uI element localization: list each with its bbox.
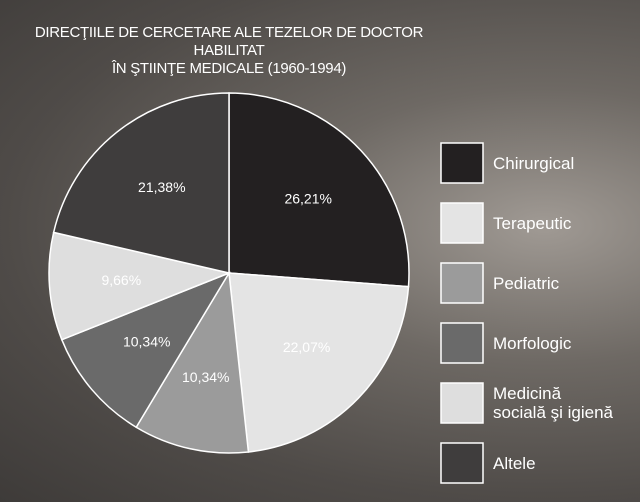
legend-swatch	[441, 263, 483, 303]
pie-slice	[229, 273, 408, 452]
legend-swatch	[441, 383, 483, 423]
slice-label: 9,66%	[101, 272, 141, 288]
slice-label: 26,21%	[284, 190, 331, 206]
chart-title: DIRECŢIILE DE CERCETARE ALE TEZELOR DE D…	[0, 24, 458, 78]
slice-label: 21,38%	[138, 179, 185, 195]
legend-swatch	[441, 323, 483, 363]
legend-label: Altele	[493, 454, 536, 473]
legend-label: Terapeutic	[493, 214, 571, 233]
legend-label: Pediatric	[493, 274, 559, 293]
slice-label: 10,34%	[182, 369, 229, 385]
legend-label: Medicină socială şi igienă	[493, 384, 613, 422]
legend-label: Morfologic	[493, 334, 571, 353]
legend-swatch	[441, 443, 483, 483]
page: 26,21% 22,07% 10,34% 10,34% 9,66% 21,38% DIRE…	[0, 0, 640, 502]
legend-swatch	[441, 143, 483, 183]
slice-label: 22,07%	[283, 339, 330, 355]
slice-label: 10,34%	[123, 334, 170, 350]
legend-label: Chirurgical	[493, 154, 574, 173]
legend-swatch	[441, 203, 483, 243]
